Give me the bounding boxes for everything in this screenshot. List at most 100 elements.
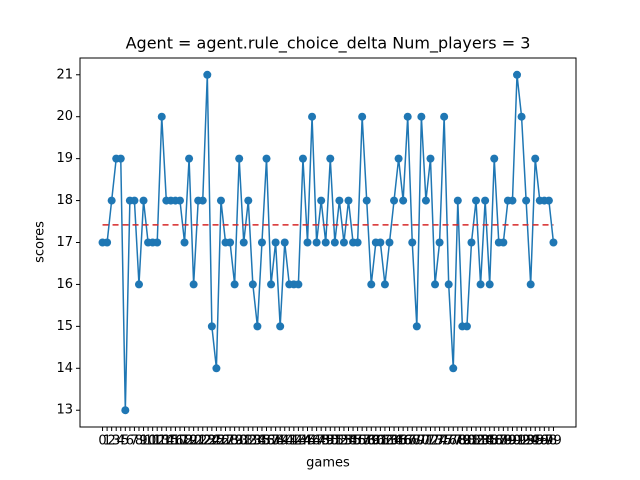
x-tick-label: 49 <box>317 434 334 449</box>
x-tick-label: 61 <box>372 434 389 449</box>
x-tick-label: 5 <box>121 434 129 449</box>
data-point <box>248 280 257 289</box>
plot-frame <box>79 57 577 428</box>
data-point <box>226 238 235 247</box>
x-tick-label: 32 <box>240 434 257 449</box>
data-point <box>308 112 317 121</box>
x-tick-label: 79 <box>454 434 471 449</box>
x-tick-label: 58 <box>358 434 375 449</box>
x-tick-label: 51 <box>327 434 344 449</box>
x-tick-label: 27 <box>217 434 234 449</box>
x-tick-label: 97 <box>536 434 553 449</box>
x-tick-label: 35 <box>254 434 271 449</box>
data-point <box>344 196 353 205</box>
x-tick-label: 62 <box>377 434 394 449</box>
data-point <box>476 280 485 289</box>
x-tick-label: 54 <box>340 434 357 449</box>
x-tick-label: 12 <box>149 434 166 449</box>
data-point <box>408 238 417 247</box>
x-tick-label: 78 <box>450 434 467 449</box>
x-tick-label: 67 <box>399 434 416 449</box>
x-tick-label: 48 <box>313 434 330 449</box>
data-point <box>517 112 526 121</box>
x-tick-label: 74 <box>431 434 448 449</box>
data-point <box>508 196 517 205</box>
x-tick-label: 56 <box>349 434 366 449</box>
data-point <box>426 154 435 163</box>
y-tick-label: 13 <box>56 403 73 418</box>
data-point <box>175 196 184 205</box>
data-point <box>522 196 531 205</box>
x-tick-label: 3 <box>112 434 120 449</box>
data-point <box>417 112 426 121</box>
data-point <box>276 322 285 331</box>
data-point <box>449 364 458 373</box>
data-point <box>157 112 166 121</box>
data-point <box>207 322 216 331</box>
data-point <box>526 280 535 289</box>
data-point <box>203 70 212 79</box>
data-point <box>262 154 271 163</box>
x-tick-label: 96 <box>532 434 549 449</box>
x-tick-label: 70 <box>413 434 430 449</box>
x-tick-label: 55 <box>345 434 362 449</box>
data-point <box>531 154 540 163</box>
x-tick-label: 2 <box>108 434 116 449</box>
x-tick-label: 50 <box>322 434 339 449</box>
x-tick-label: 38 <box>267 434 284 449</box>
x-tick-label: 92 <box>513 434 530 449</box>
data-point <box>462 322 471 331</box>
x-tick-label: 29 <box>226 434 243 449</box>
data-point <box>107 196 116 205</box>
x-tick-label: 95 <box>527 434 544 449</box>
y-tick-label: 14 <box>56 361 73 376</box>
data-point <box>230 280 239 289</box>
x-tick-label: 88 <box>495 434 512 449</box>
data-point <box>303 238 312 247</box>
x-tick-label: 91 <box>509 434 526 449</box>
x-tick-label: 10 <box>140 434 157 449</box>
data-point <box>294 280 303 289</box>
data-point <box>244 196 253 205</box>
data-point <box>435 238 444 247</box>
data-point <box>362 196 371 205</box>
data-point <box>440 112 449 121</box>
data-point <box>444 280 453 289</box>
x-tick-label: 20 <box>185 434 202 449</box>
x-axis-label: games <box>306 456 350 471</box>
x-tick-label: 83 <box>472 434 489 449</box>
data-point <box>403 112 412 121</box>
data-point <box>394 154 403 163</box>
x-tick-label: 41 <box>281 434 298 449</box>
x-tick-label: 60 <box>368 434 385 449</box>
x-tick-label: 26 <box>213 434 230 449</box>
x-tick-label: 89 <box>500 434 517 449</box>
data-point <box>358 112 367 121</box>
data-point <box>481 196 490 205</box>
data-point <box>490 154 499 163</box>
x-tick-label: 81 <box>463 434 480 449</box>
x-tick-label: 82 <box>468 434 485 449</box>
x-tick-label: 14 <box>158 434 175 449</box>
x-tick-label: 86 <box>486 434 503 449</box>
x-tick-label: 75 <box>436 434 453 449</box>
x-tick-label: 77 <box>445 434 462 449</box>
data-point <box>499 238 508 247</box>
data-point <box>267 280 276 289</box>
data-point <box>239 238 248 247</box>
data-point <box>485 280 494 289</box>
data-point <box>326 154 335 163</box>
data-point <box>180 238 189 247</box>
data-point <box>212 364 221 373</box>
x-tick-label: 13 <box>153 434 170 449</box>
data-point <box>390 196 399 205</box>
data-point <box>134 280 143 289</box>
x-tick-label: 9 <box>139 434 147 449</box>
data-point <box>472 196 481 205</box>
x-tick-label: 25 <box>208 434 225 449</box>
x-tick-label: 1 <box>103 434 111 449</box>
data-point <box>216 196 225 205</box>
data-point <box>385 238 394 247</box>
